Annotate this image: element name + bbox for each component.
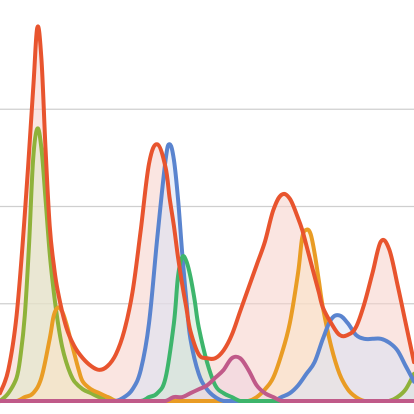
series-6-line (0, 354, 414, 403)
series-1-line (0, 24, 414, 396)
series-5-line (0, 254, 414, 403)
series-lines (0, 24, 414, 403)
series-3-area (0, 229, 414, 401)
series-4-area (0, 144, 414, 401)
series-5-area (0, 256, 414, 401)
series-4-line (0, 142, 414, 403)
